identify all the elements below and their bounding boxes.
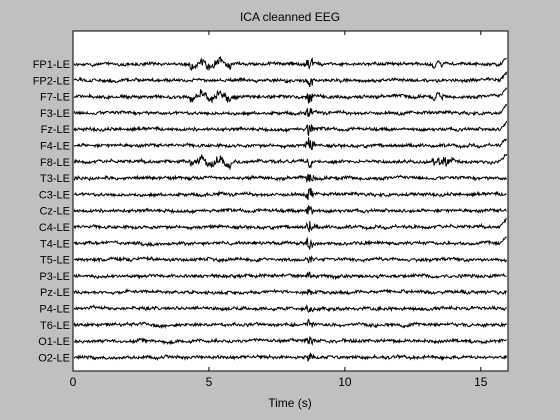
channel-label: F7-LE	[40, 92, 70, 104]
x-tick-group: 0 5 10 15	[70, 31, 488, 389]
trace-group	[73, 55, 508, 362]
axes-area	[72, 30, 509, 372]
trace-f8-le	[73, 153, 508, 171]
channel-label: Fz-LE	[41, 124, 70, 136]
channel-label: Cz-LE	[39, 206, 70, 218]
trace-o2-le	[73, 352, 508, 362]
trace-p4-le	[73, 304, 507, 313]
trace-f4-le	[73, 137, 508, 151]
channel-label: P4-LE	[39, 304, 70, 316]
channel-label: T5-LE	[40, 255, 70, 267]
channel-label: F4-LE	[40, 141, 70, 153]
channel-label: C4-LE	[39, 222, 70, 234]
trace-pz-le	[73, 288, 507, 296]
x-tick-label: 5	[206, 375, 213, 389]
channel-label: P3-LE	[39, 271, 70, 283]
channel-label: C3-LE	[39, 189, 70, 201]
channel-label: T6-LE	[40, 320, 70, 332]
trace-t4-le	[73, 236, 507, 250]
trace-o1-le	[73, 336, 507, 346]
channel-label: T3-LE	[40, 173, 70, 185]
channel-label: F8-LE	[40, 157, 70, 169]
trace-t3-le	[73, 173, 508, 184]
trace-t6-le	[73, 318, 508, 330]
channel-label: O2-LE	[38, 352, 70, 364]
x-tick-label: 0	[70, 375, 77, 389]
trace-fp1-le	[73, 55, 507, 72]
trace-f7-le	[73, 86, 508, 104]
channel-label-group: FP1-LE FP2-LE F7-LE F3-LE Fz-LE F4-LE F8-LE T3-…	[33, 59, 70, 364]
channel-label: O1-LE	[38, 336, 70, 348]
x-axis-label: Time (s)	[268, 396, 312, 410]
trace-c3-le	[73, 187, 507, 201]
trace-cz-le	[73, 204, 507, 216]
trace-c4-le	[73, 217, 507, 233]
trace-t5-le	[73, 255, 508, 264]
trace-fp2-le	[73, 71, 508, 88]
channel-label: Pz-LE	[40, 287, 70, 299]
trace-f3-le	[73, 104, 508, 117]
trace-p3-le	[73, 271, 507, 281]
trace-fz-le	[73, 120, 508, 136]
x-tick-label: 15	[474, 375, 488, 389]
channel-label: T4-LE	[40, 238, 70, 250]
channel-label: FP2-LE	[33, 75, 70, 87]
channel-label: FP1-LE	[33, 59, 70, 71]
channel-label: F3-LE	[40, 108, 70, 120]
chart-title: ICA cleanned EEG	[240, 10, 340, 24]
x-tick-label: 10	[338, 375, 352, 389]
